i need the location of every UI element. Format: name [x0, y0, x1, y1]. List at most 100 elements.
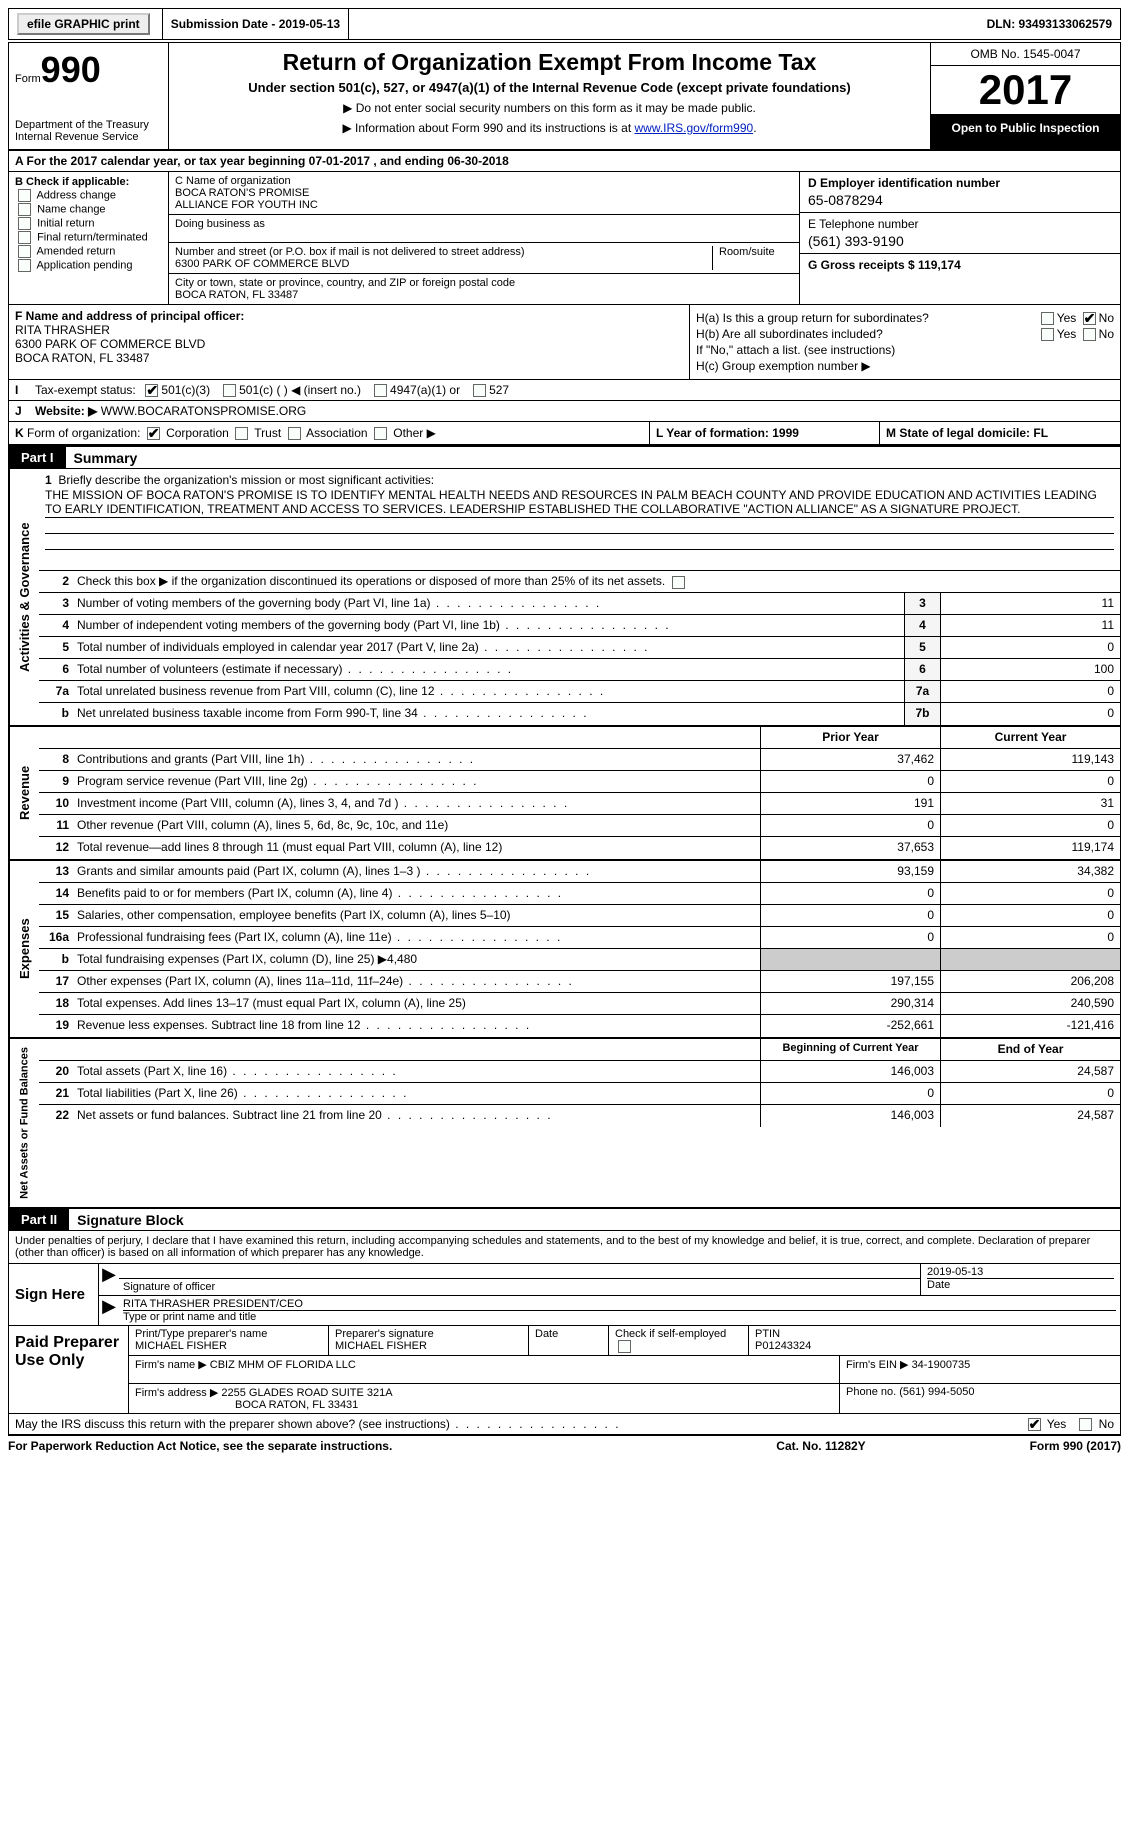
- line6-desc: Total number of volunteers (estimate if …: [73, 659, 904, 680]
- cb-final-return[interactable]: Final return/terminated: [15, 231, 162, 244]
- part1-label: Part I: [9, 447, 66, 468]
- header-center: Return of Organization Exempt From Incom…: [169, 43, 930, 149]
- discuss-text: May the IRS discuss this return with the…: [15, 1417, 621, 1431]
- cb-4947[interactable]: [374, 384, 387, 397]
- header-right: OMB No. 1545-0047 2017 Open to Public In…: [930, 43, 1120, 149]
- ein-value: 65-0878294: [808, 192, 1112, 208]
- cb-hb-no[interactable]: [1083, 328, 1096, 341]
- line3-val: 11: [940, 593, 1120, 614]
- part2-header: Part II Signature Block: [8, 1209, 1121, 1231]
- line11-cur: 0: [940, 815, 1120, 836]
- line18-cur: 240,590: [940, 993, 1120, 1014]
- officer-addr2: BOCA RATON, FL 33487: [15, 351, 683, 365]
- hb-note: If "No," attach a list. (see instruction…: [696, 343, 1114, 357]
- line11-prior: 0: [760, 815, 940, 836]
- row-bcd: B Check if applicable: Address change Na…: [9, 172, 1120, 305]
- line5-val: 0: [940, 637, 1120, 658]
- type-name-label: Type or print name and title: [123, 1311, 1116, 1323]
- line14-cur: 0: [940, 883, 1120, 904]
- sign-here-label: Sign Here: [9, 1264, 99, 1325]
- prep-self-employed: Check if self-employed: [609, 1326, 749, 1355]
- line16a-desc: Professional fundraising fees (Part IX, …: [73, 927, 760, 948]
- dln: DLN: 93493133062579: [979, 9, 1120, 39]
- part1-title: Summary: [66, 450, 138, 466]
- line12-desc: Total revenue—add lines 8 through 11 (mu…: [73, 837, 760, 859]
- side-governance: Activities & Governance: [9, 469, 39, 725]
- caret-icon: ▶: [99, 1264, 119, 1295]
- cb-discuss-yes[interactable]: [1028, 1418, 1041, 1431]
- prep-sig-label: Preparer's signature: [335, 1328, 522, 1340]
- cb-app-pending[interactable]: Application pending: [15, 259, 162, 272]
- b-header: B Check if applicable:: [15, 176, 162, 188]
- cb-trust[interactable]: [235, 427, 248, 440]
- officer-name: RITA THRASHER: [15, 323, 683, 337]
- line8-prior: 37,462: [760, 749, 940, 770]
- sign-here-row: Sign Here ▶ Signature of officer 2019-05…: [9, 1264, 1120, 1326]
- cb-hb-yes[interactable]: [1041, 328, 1054, 341]
- cb-501c[interactable]: [223, 384, 236, 397]
- addr-label: Number and street (or P.O. box if mail i…: [175, 246, 706, 258]
- paid-preparer-label: Paid Preparer Use Only: [9, 1326, 129, 1413]
- side-netassets: Net Assets or Fund Balances: [9, 1039, 39, 1207]
- cb-initial-return[interactable]: Initial return: [15, 217, 162, 230]
- instr-link-row: ▶ Information about Form 990 and its ins…: [175, 121, 924, 135]
- org-name-label: C Name of organization: [175, 175, 793, 187]
- officer-typed-name: RITA THRASHER PRESIDENT/CEO: [123, 1298, 1116, 1311]
- mission-block: 1 Briefly describe the organization's mi…: [39, 469, 1120, 571]
- efile-button[interactable]: efile GRAPHIC print: [17, 13, 150, 35]
- cb-discontinued[interactable]: [672, 576, 685, 589]
- entity-section: A For the 2017 calendar year, or tax yea…: [8, 151, 1121, 447]
- gross-receipts: G Gross receipts $ 119,174: [808, 258, 1112, 272]
- submission-date: Submission Date - 2019-05-13: [163, 9, 349, 39]
- org-name-1: BOCA RATON'S PROMISE: [175, 187, 793, 199]
- irs-link[interactable]: www.IRS.gov/form990: [634, 121, 753, 135]
- cb-527[interactable]: [473, 384, 486, 397]
- cb-other[interactable]: [374, 427, 387, 440]
- ein-label: Firm's EIN ▶: [846, 1359, 909, 1371]
- perjury-declaration: Under penalties of perjury, I declare th…: [9, 1231, 1120, 1264]
- side-revenue: Revenue: [9, 727, 39, 859]
- cb-amended[interactable]: Amended return: [15, 245, 162, 258]
- tax-year: 2017: [931, 66, 1120, 115]
- line9-desc: Program service revenue (Part VIII, line…: [73, 771, 760, 792]
- governance-section: Activities & Governance 1 Briefly descri…: [8, 469, 1121, 727]
- cb-address-change[interactable]: Address change: [15, 189, 162, 202]
- firm-label: Firm's name ▶: [135, 1359, 207, 1371]
- line7b-desc: Net unrelated business taxable income fr…: [73, 703, 904, 725]
- firm-addr2: BOCA RATON, FL 33431: [235, 1399, 358, 1411]
- cb-501c3[interactable]: [145, 384, 158, 397]
- discuss-row: May the IRS discuss this return with the…: [9, 1414, 1120, 1435]
- cb-self-employed[interactable]: [618, 1340, 631, 1353]
- firm-ein: 34-1900735: [912, 1359, 971, 1371]
- line19-cur: -121,416: [940, 1015, 1120, 1037]
- phone-value: (561) 393-9190: [808, 233, 1112, 249]
- line8-desc: Contributions and grants (Part VIII, lin…: [73, 749, 760, 770]
- cb-ha-yes[interactable]: [1041, 312, 1054, 325]
- sig-date-label: Date: [927, 1279, 1114, 1291]
- cb-ha-no[interactable]: [1083, 312, 1096, 325]
- form-number: 990: [41, 49, 101, 90]
- form-footer: Form 990 (2017): [921, 1439, 1121, 1453]
- instr-prefix: ▶ Information about Form 990 and its ins…: [342, 121, 634, 135]
- form-subtitle: Under section 501(c), 527, or 4947(a)(1)…: [175, 80, 924, 95]
- preparer-row: Paid Preparer Use Only Print/Type prepar…: [9, 1326, 1120, 1414]
- mission-text: THE MISSION OF BOCA RATON'S PROMISE IS T…: [45, 487, 1114, 518]
- city-value: BOCA RATON, FL 33487: [175, 289, 793, 301]
- cb-assoc[interactable]: [288, 427, 301, 440]
- row-fh: F Name and address of principal officer:…: [9, 305, 1120, 380]
- line17-cur: 206,208: [940, 971, 1120, 992]
- hc-row: H(c) Group exemption number ▶: [696, 359, 1114, 373]
- city-label: City or town, state or province, country…: [175, 277, 793, 289]
- cb-name-change[interactable]: Name change: [15, 203, 162, 216]
- line16b-prior: [760, 949, 940, 970]
- form-prefix: Form: [15, 73, 41, 85]
- firm-phone-label: Phone no.: [846, 1386, 896, 1398]
- cb-corp[interactable]: [147, 427, 160, 440]
- line20-boy: 146,003: [760, 1061, 940, 1082]
- line15-cur: 0: [940, 905, 1120, 926]
- line20-desc: Total assets (Part X, line 16): [73, 1061, 760, 1082]
- line21-boy: 0: [760, 1083, 940, 1104]
- line-j: J Website: ▶ WWW.BOCARATONSPROMISE.ORG: [9, 401, 1120, 422]
- cb-discuss-no[interactable]: [1079, 1418, 1092, 1431]
- line21-eoy: 0: [940, 1083, 1120, 1104]
